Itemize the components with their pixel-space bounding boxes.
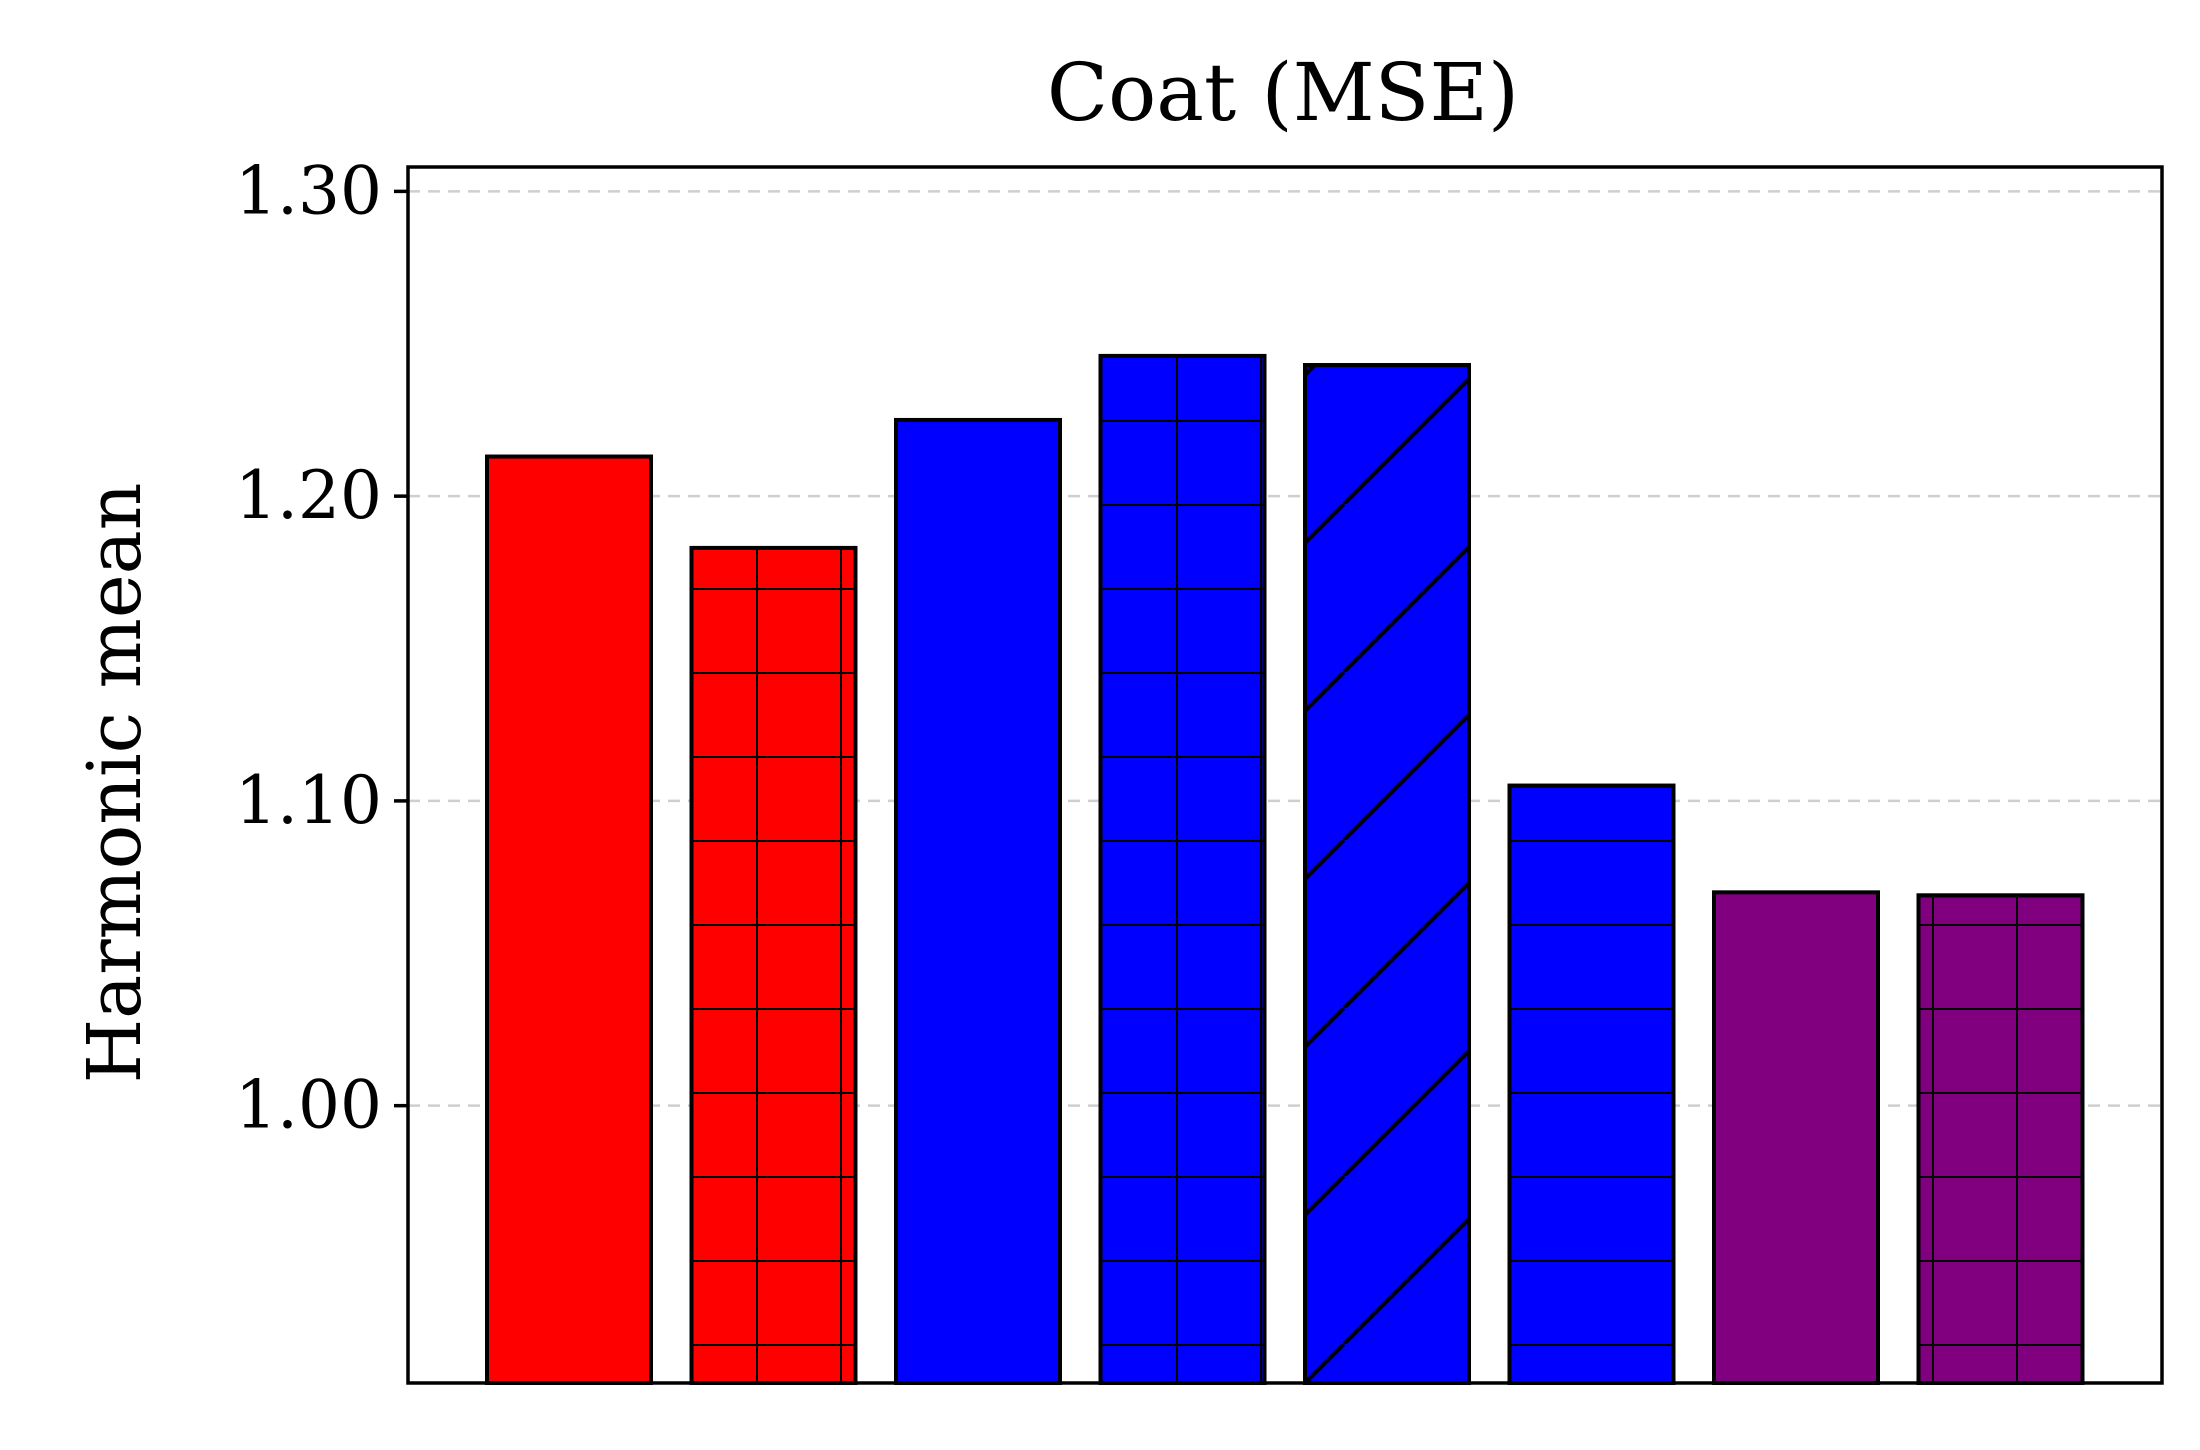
- bar-7: [1712, 890, 1880, 1385]
- bar-3: [894, 417, 1062, 1385]
- plot-frame: [406, 165, 2164, 1385]
- bar-5-hatch: [1303, 363, 1471, 1386]
- bar-6-hatch: [1507, 783, 1676, 1385]
- y-tick-label: 1.00: [235, 1067, 382, 1144]
- bar-8-hatch: [1916, 893, 2085, 1386]
- bar-2-hatch: [689, 545, 858, 1385]
- chart-title: Coat (MSE): [1047, 46, 1519, 139]
- bars: [485, 353, 2085, 1386]
- y-tick-label: 1.30: [235, 152, 382, 229]
- bar-4-hatch: [1098, 353, 1267, 1385]
- y-axis-ticks: 1.00 1.10 1.20 1.30: [235, 152, 408, 1144]
- bar-1: [485, 454, 653, 1385]
- y-tick-label: 1.10: [235, 762, 382, 839]
- y-axis-label: Harmonic mean: [72, 483, 158, 1084]
- y-tick-label: 1.20: [235, 457, 382, 534]
- gridlines: [408, 190, 2162, 1107]
